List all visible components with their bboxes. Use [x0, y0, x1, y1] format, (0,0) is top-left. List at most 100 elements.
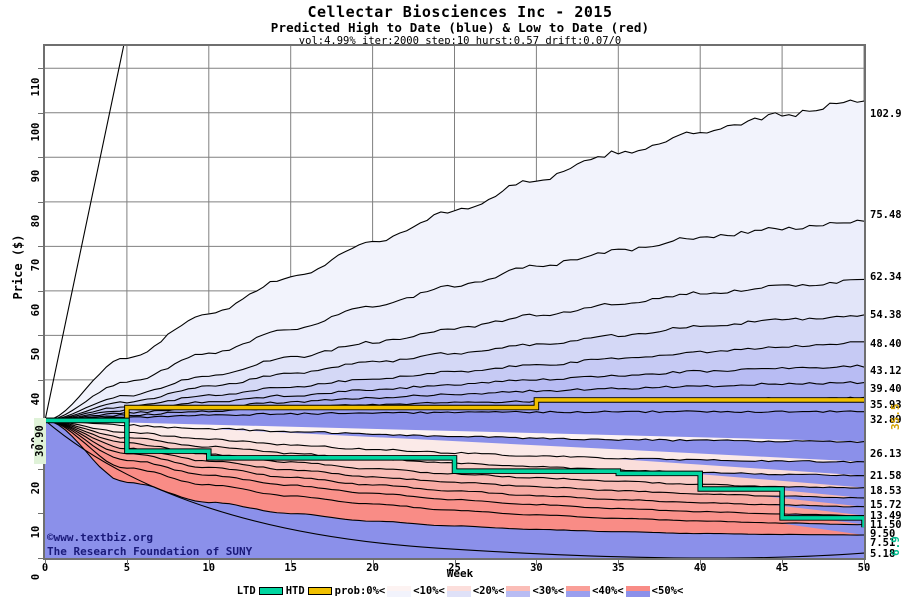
right-label-75.48: 75.48 — [870, 209, 902, 221]
y-tick-mark — [38, 112, 43, 114]
x-tick-mark — [618, 560, 620, 565]
right-label-62.34: 62.34 — [870, 271, 902, 283]
legend-swatch-red — [387, 585, 412, 591]
legend-swatch-ltd — [258, 587, 283, 595]
y-tick-mark — [38, 513, 43, 515]
right-label-26.13: 26.13 — [870, 448, 902, 460]
chart-legend: LTD HTD prob:0%< <10%< <20%< <30%< <40%< <50… — [0, 585, 920, 597]
x-tick-mark — [290, 560, 292, 565]
ltd-line — [45, 418, 864, 528]
legend-swatch-blue — [566, 591, 591, 597]
x-tick-35: 35 — [611, 562, 625, 574]
legend-swatch-50 — [625, 585, 650, 597]
right-label-32.89: 32.89 — [870, 414, 902, 426]
legend-label-20: <20%< — [472, 585, 505, 597]
right-label-21.58: 21.58 — [870, 470, 902, 482]
right-label-15.72: 15.72 — [870, 499, 902, 511]
x-axis-label: Week — [446, 567, 474, 580]
x-tick-45: 45 — [775, 562, 789, 574]
y-tick-50: 50 — [30, 348, 42, 361]
legend-swatch-red — [625, 585, 650, 591]
x-tick-20: 20 — [366, 562, 379, 574]
legend-label-10: <10%< — [413, 585, 445, 597]
legend-swatch-30 — [506, 585, 531, 597]
x-tick-mark — [454, 560, 456, 565]
y-axis-label: Price ($) — [11, 234, 25, 300]
right-label-5.18: 5.18 — [870, 548, 896, 560]
y-tick-mark — [38, 558, 43, 559]
credits-line-2: The Research Foundation of SUNY — [47, 544, 253, 558]
credits: ©www.textbiz.org The Research Foundation… — [47, 531, 252, 558]
y-tick-mark — [38, 246, 43, 248]
y-tick-20: 20 — [30, 481, 42, 495]
htd-line — [45, 398, 864, 423]
y-tick-80: 80 — [30, 214, 42, 228]
x-tick-mark — [208, 560, 210, 565]
y-tick-mark — [38, 379, 43, 381]
legend-label-40: <40%< — [592, 585, 624, 597]
x-tick-mark — [700, 560, 702, 565]
legend-swatch-20 — [446, 585, 471, 597]
legend-label-50: <50%< — [651, 585, 684, 597]
y-tick-40: 40 — [30, 392, 42, 406]
legend-swatch-10 — [387, 585, 412, 597]
right-label-35.93: 35.93 — [870, 399, 902, 411]
right-label-48.40: 48.40 — [870, 338, 902, 350]
y-tick-70: 70 — [30, 259, 42, 272]
current-price-label: 30.90 — [34, 418, 46, 465]
legend-label-prob: prob:0%< — [334, 585, 386, 597]
legend-swatch-red — [566, 585, 591, 591]
legend-swatch-blue — [387, 591, 412, 597]
x-tick-mark — [126, 560, 128, 565]
y-tick-mark — [38, 290, 43, 292]
legend-item-ltd: LTD — [237, 585, 286, 597]
x-tick-10: 10 — [202, 562, 216, 574]
x-tick-0: 0 — [41, 562, 49, 574]
x-tick-5: 5 — [123, 562, 131, 574]
x-tick-30: 30 — [530, 562, 543, 574]
legend-probability-bands: <10%< <20%< <30%< <40%< <50%< — [385, 585, 683, 597]
end-marker-35.5: 35.5 — [889, 403, 902, 431]
y-tick-mark — [38, 335, 43, 337]
x-tick-25: 25 — [448, 562, 461, 574]
right-label-39.40: 39.40 — [870, 383, 902, 395]
x-tick-50: 50 — [857, 562, 871, 574]
right-label-18.53: 18.53 — [870, 485, 902, 497]
y-tick-100: 100 — [30, 122, 42, 142]
chart-canvas — [45, 46, 864, 558]
y-tick-110: 110 — [30, 77, 42, 97]
y-tick-90: 90 — [30, 169, 42, 183]
legend-swatch-blue — [446, 591, 471, 597]
x-tick-mark — [864, 560, 865, 565]
right-label-102.9: 102.9 — [870, 108, 902, 120]
page-title: Cellectar Biosciences Inc - 2015 — [307, 3, 613, 21]
y-tick-60: 60 — [30, 303, 42, 317]
legend-swatch-red — [506, 585, 531, 591]
y-tick-10: 10 — [30, 526, 42, 539]
legend-swatch-40 — [566, 585, 591, 597]
legend-label-30: <30%< — [532, 585, 565, 597]
legend-label-ltd: LTD — [236, 585, 256, 597]
right-label-7.51: 7.51 — [870, 537, 896, 549]
plot-area — [43, 44, 866, 560]
chart-subtitle: Predicted High to Date (blue) & Low to D… — [270, 20, 650, 35]
y-tick-mark — [38, 68, 43, 70]
x-tick-mark — [372, 560, 374, 565]
x-tick-mark — [45, 560, 46, 565]
right-label-9.50: 9.50 — [870, 528, 896, 540]
y-tick-mark — [38, 468, 43, 470]
x-tick-mark — [536, 560, 538, 565]
y-tick-mark — [38, 201, 43, 203]
observed-lines — [45, 397, 864, 528]
legend-item-htd: HTD — [286, 585, 335, 597]
x-tick-15: 15 — [284, 562, 298, 574]
legend-swatch-blue — [506, 591, 531, 597]
right-label-43.12: 43.12 — [870, 365, 902, 377]
legend-label-htd: HTD — [285, 585, 305, 597]
right-label-11.50: 11.50 — [870, 519, 902, 531]
credits-line-1: ©www.textbiz.org — [47, 531, 153, 544]
end-marker-6.9: 6.9 — [889, 536, 902, 556]
legend-swatch-blue — [625, 591, 650, 597]
right-label-13.49: 13.49 — [870, 510, 902, 522]
